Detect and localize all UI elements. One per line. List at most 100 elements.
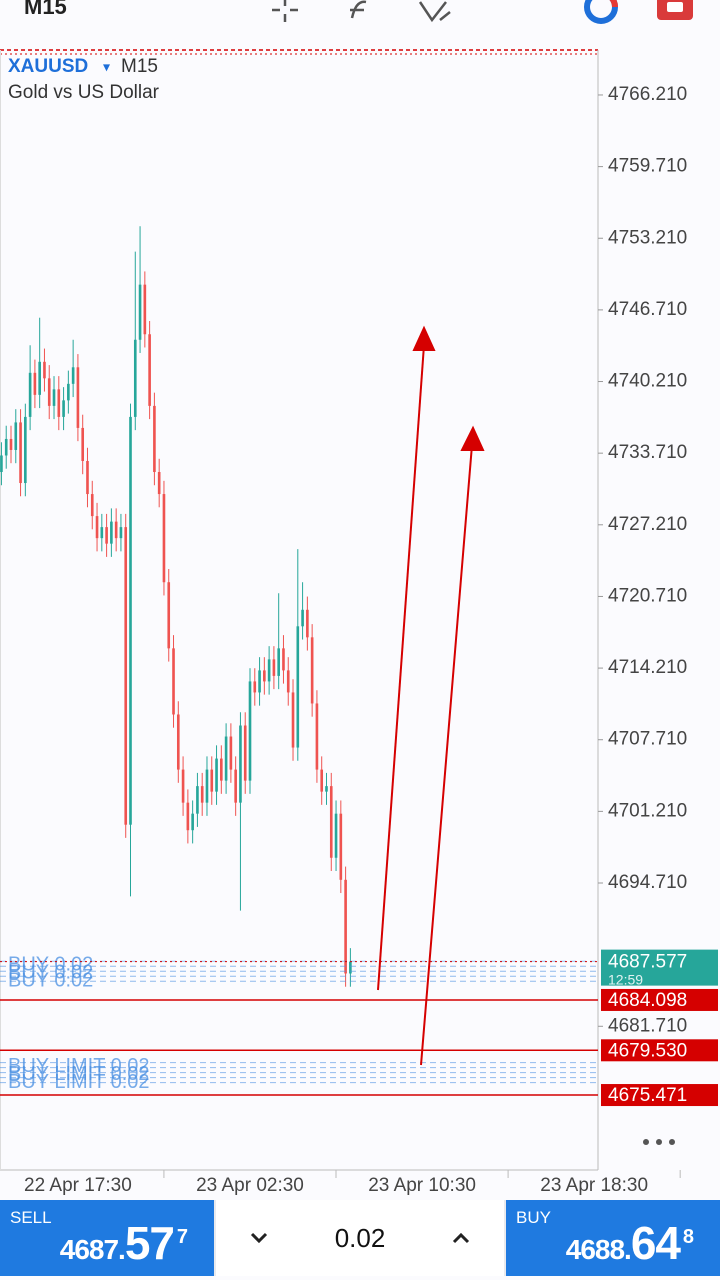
candle-body [148,334,151,406]
sell-button[interactable]: SELL 4687.57 7 [0,1200,214,1276]
candle-body [76,367,80,428]
candle-body [301,609,304,627]
candle-body [157,472,161,495]
candle-body [243,725,247,781]
buy-price: 4688.64 [565,1216,681,1270]
x-tick-label: 22 Apr 17:30 [24,1175,132,1196]
candle-body [86,460,89,495]
candle-body [334,813,338,858]
level-box [601,988,718,1011]
candle-body [286,670,290,693]
order-label: BUY LIMIT 0.02 [8,1055,150,1077]
candle-body [291,692,295,748]
level-box [601,1084,718,1107]
candle-body [234,769,237,803]
candle-body [33,372,37,395]
y-tick-label: 4694.710 [608,872,687,893]
objects-icon[interactable] [418,1,451,23]
crosshair-icon[interactable] [272,0,298,22]
level-label: 4675.471 [608,1085,687,1106]
candle-body [248,681,252,781]
order-label: BUY 0.02 [8,970,93,992]
symbol[interactable]: XAUUSD [8,56,88,77]
arrow-head [412,325,436,351]
volume[interactable]: 0.02 [334,1222,386,1253]
y-tick-label: 4759.710 [608,156,687,177]
candle-body [52,389,56,406]
level-label: 4684.098 [608,990,687,1011]
candle-body [19,422,22,484]
candle-body [320,769,324,792]
symbol-menu[interactable]: ▾ [103,59,110,75]
buy-price-big: 64 [630,1217,681,1269]
candle-body [110,521,113,544]
y-tick-label: 4753.210 [608,227,687,248]
dot [669,1139,675,1145]
candle-body [282,648,285,671]
order-label: BUY LIMIT 0.02 [8,1071,150,1093]
candle-body [191,813,194,831]
candle-body [205,769,209,803]
candle-body [114,521,118,539]
candle-body [181,769,185,803]
candle-body [43,361,46,379]
candle-body [14,422,18,450]
candle-body [296,626,300,748]
sell-price: 4687.57 [59,1216,175,1270]
candle-body [47,378,51,406]
candle-body [215,758,218,792]
candle-body [0,455,3,473]
candle-body [90,494,94,517]
timeframe-button[interactable]: M15 [24,0,67,19]
y-tick-label: 4701.210 [608,800,687,821]
candle-body [81,427,85,461]
candle-body [306,609,309,638]
subtitle: Gold vs US Dollar [8,82,160,103]
candle-body [95,516,99,539]
sell-price-sup: 7 [176,1226,188,1248]
level-label: 4679.530 [608,1040,687,1061]
current-price-label: 4687.577 [608,952,687,973]
candle-body [263,670,266,682]
candle-body [186,802,190,831]
dot [643,1139,649,1145]
candle-body [71,367,75,384]
candle-body [153,405,156,473]
buy-price-main: 4688. [565,1234,632,1265]
account-icon[interactable] [584,0,618,24]
indicator-icon[interactable] [350,0,367,19]
candle-body [253,681,257,693]
candle-body [9,438,13,450]
candle-body [143,284,147,335]
candle-body [349,961,352,974]
candle-body [229,736,233,770]
y-tick-label: 4746.710 [608,299,687,320]
trade-bar: SELL 4687.57 7 0.02 BUY 4688.64 8 [0,1200,720,1276]
sell-label: SELL [10,1208,52,1227]
order-label: BUY 0.02 [8,962,93,984]
candle-body [62,400,65,417]
candle-body [339,813,343,880]
candle-body [329,786,333,858]
candle-body [124,527,128,825]
candle-body [119,527,123,539]
volume-down[interactable] [249,1231,269,1245]
candle-body [200,786,204,803]
chart: M15 XAUUSD ▾ M15 Gold vs US Dollar 4766.… [0,0,718,1197]
y-tick-label: 4681.710 [608,1015,687,1036]
candle-body [38,361,41,395]
candle-body [24,416,27,484]
candle-body [272,659,276,676]
volume-up[interactable] [451,1231,471,1245]
candle-body [138,284,142,340]
sell-price-big: 57 [124,1217,175,1269]
buy-button[interactable]: BUY 4688.64 8 [506,1200,720,1276]
more-button[interactable] [643,1139,675,1145]
plot: 4766.210 4759.710 4753.210 4746.710 4740.210… [0,84,718,1196]
candle-body [315,703,319,770]
sell-price-main: 4687. [59,1234,126,1265]
candle-body [196,786,199,814]
candle-body [167,582,171,649]
y-tick-label: 4720.710 [608,585,687,606]
